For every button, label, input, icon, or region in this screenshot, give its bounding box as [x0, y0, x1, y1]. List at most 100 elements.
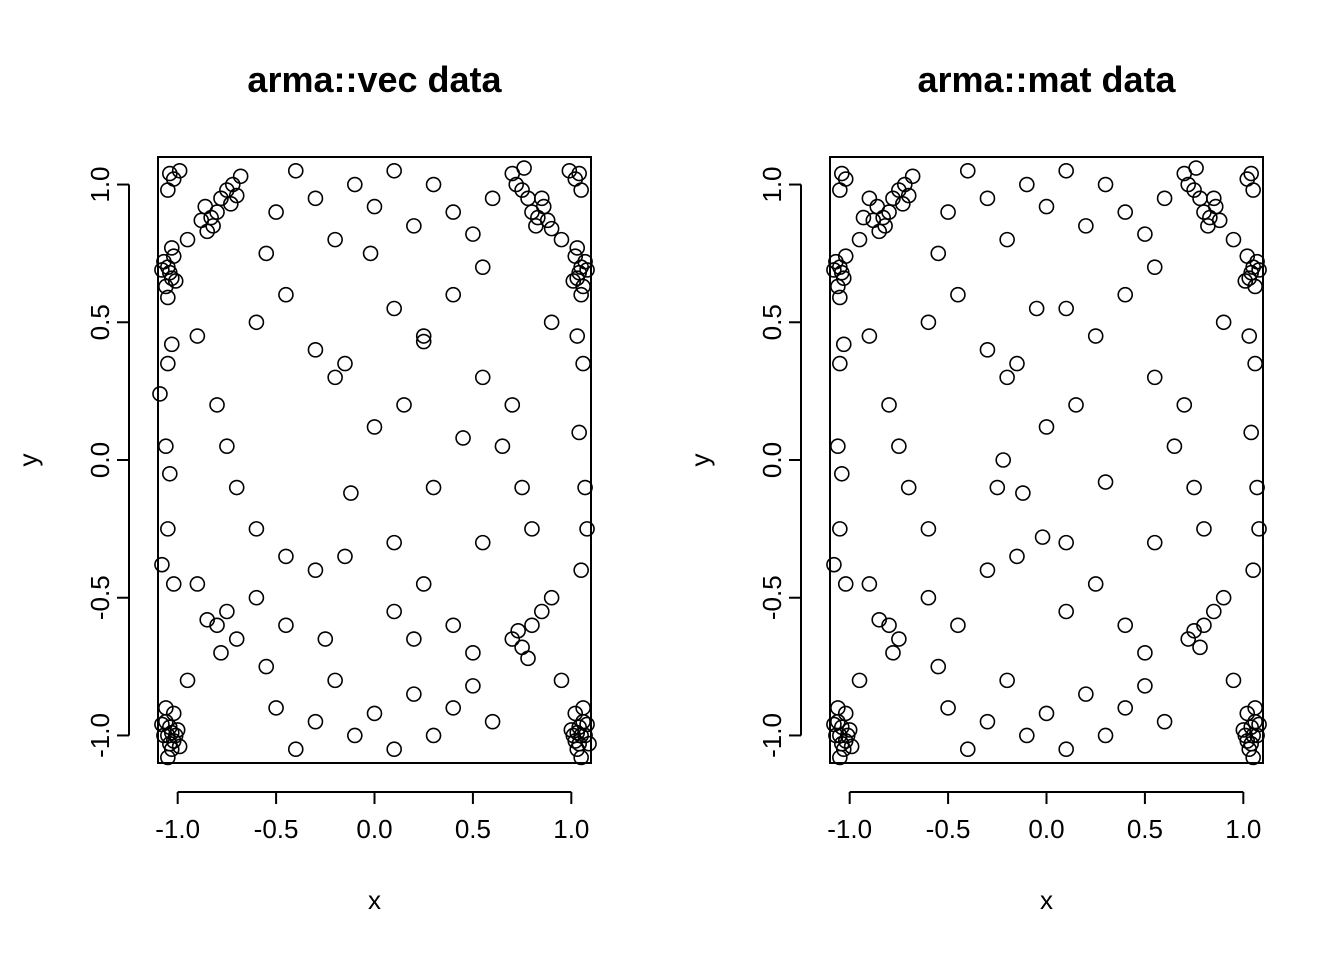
- data-point: [900, 479, 917, 496]
- scatter-points: [826, 160, 1267, 766]
- data-point: [999, 369, 1015, 386]
- data-point: [516, 160, 532, 176]
- x-axis-label: x: [368, 885, 381, 915]
- data-point: [881, 617, 897, 634]
- data-point: [1078, 686, 1094, 702]
- data-point: [484, 713, 501, 730]
- data-point: [1251, 716, 1267, 733]
- data-point: [158, 438, 174, 455]
- data-point: [386, 300, 402, 317]
- data-point: [834, 165, 850, 182]
- data-point: [406, 631, 422, 647]
- data-point: [1188, 160, 1204, 176]
- data-point: [839, 727, 856, 744]
- data-point: [995, 452, 1012, 468]
- data-point: [1207, 198, 1224, 215]
- data-point: [979, 190, 996, 207]
- x-tick-label: -1.0: [155, 814, 200, 844]
- data-point: [1117, 286, 1134, 303]
- data-point: [474, 534, 491, 551]
- data-point: [1249, 479, 1265, 496]
- data-point: [959, 162, 976, 179]
- x-axis: -1.0 -0.5 0.0 0.5 1.0: [827, 791, 1261, 844]
- data-point: [1038, 198, 1055, 215]
- data-point: [1009, 548, 1025, 565]
- scatter-panel-mat: arma::mat data-1.0 -0.5 0.0 0.5 1.0x-1.0-0.5…: [685, 59, 1267, 915]
- data-point: [1058, 534, 1074, 551]
- y-tick-label: -1.0: [757, 713, 787, 758]
- data-point: [843, 738, 860, 755]
- data-point: [830, 700, 846, 716]
- data-point: [1243, 424, 1259, 441]
- data-point: [228, 479, 245, 496]
- data-point: [533, 603, 550, 620]
- data-point: [1117, 700, 1134, 716]
- data-point: [543, 314, 560, 331]
- data-point: [1247, 355, 1263, 372]
- data-point: [160, 521, 176, 537]
- x-tick-label: 1.0: [1225, 814, 1261, 844]
- data-point: [565, 273, 582, 289]
- data-point: [524, 521, 540, 537]
- data-point: [1097, 176, 1114, 193]
- data-point: [396, 397, 412, 413]
- data-point: [1068, 397, 1084, 413]
- data-point: [307, 190, 324, 207]
- data-point: [1192, 639, 1208, 656]
- data-point: [287, 162, 304, 179]
- data-point: [248, 314, 265, 331]
- data-point: [307, 342, 324, 358]
- data-point: [830, 278, 846, 295]
- data-point: [553, 231, 570, 248]
- x-tick-label: -0.5: [254, 814, 299, 844]
- data-point: [347, 176, 363, 193]
- data-point: [579, 521, 595, 537]
- data-point: [1186, 479, 1202, 496]
- data-point: [571, 735, 587, 752]
- data-point: [445, 286, 462, 303]
- data-point: [834, 264, 850, 281]
- data-point: [154, 556, 170, 573]
- data-point: [415, 328, 432, 344]
- data-point: [940, 700, 956, 716]
- data-point: [465, 645, 481, 661]
- data-point: [1215, 589, 1232, 606]
- data-point: [366, 705, 383, 722]
- data-point: [165, 576, 182, 592]
- data-point: [268, 700, 284, 716]
- data-point: [1205, 190, 1222, 207]
- data-point: [573, 286, 589, 303]
- scatter-panel-vec: arma::vec data-1.0 -0.5 0.0 0.5 1.0x-1.0-0.5…: [13, 59, 597, 915]
- data-point: [425, 479, 442, 496]
- data-point: [979, 342, 996, 358]
- data-point: [834, 735, 850, 752]
- data-point: [900, 187, 917, 204]
- data-point: [152, 386, 168, 402]
- y-axis: -1.0 -0.5 0.0 0.5 1.0: [757, 166, 802, 758]
- data-point: [425, 176, 442, 193]
- data-point: [1251, 262, 1267, 278]
- data-point: [565, 727, 582, 744]
- data-point: [278, 548, 294, 565]
- y-tick-label: 0.0: [85, 442, 115, 478]
- data-point: [533, 190, 550, 207]
- data-point: [327, 672, 343, 689]
- data-point: [162, 465, 178, 482]
- data-point: [163, 240, 180, 256]
- data-point: [484, 190, 501, 207]
- data-point: [999, 672, 1015, 689]
- data-point: [1146, 534, 1163, 551]
- data-point: [904, 168, 921, 185]
- chart-title: arma::vec data: [247, 59, 502, 100]
- data-point: [189, 576, 206, 592]
- data-point: [167, 727, 184, 744]
- data-point: [896, 176, 913, 193]
- data-point: [885, 190, 901, 207]
- data-point: [881, 397, 897, 413]
- data-point: [885, 645, 901, 661]
- data-point: [465, 226, 481, 242]
- data-point: [514, 182, 530, 198]
- data-point: [167, 273, 184, 289]
- data-point: [895, 196, 911, 212]
- data-point: [1087, 328, 1104, 344]
